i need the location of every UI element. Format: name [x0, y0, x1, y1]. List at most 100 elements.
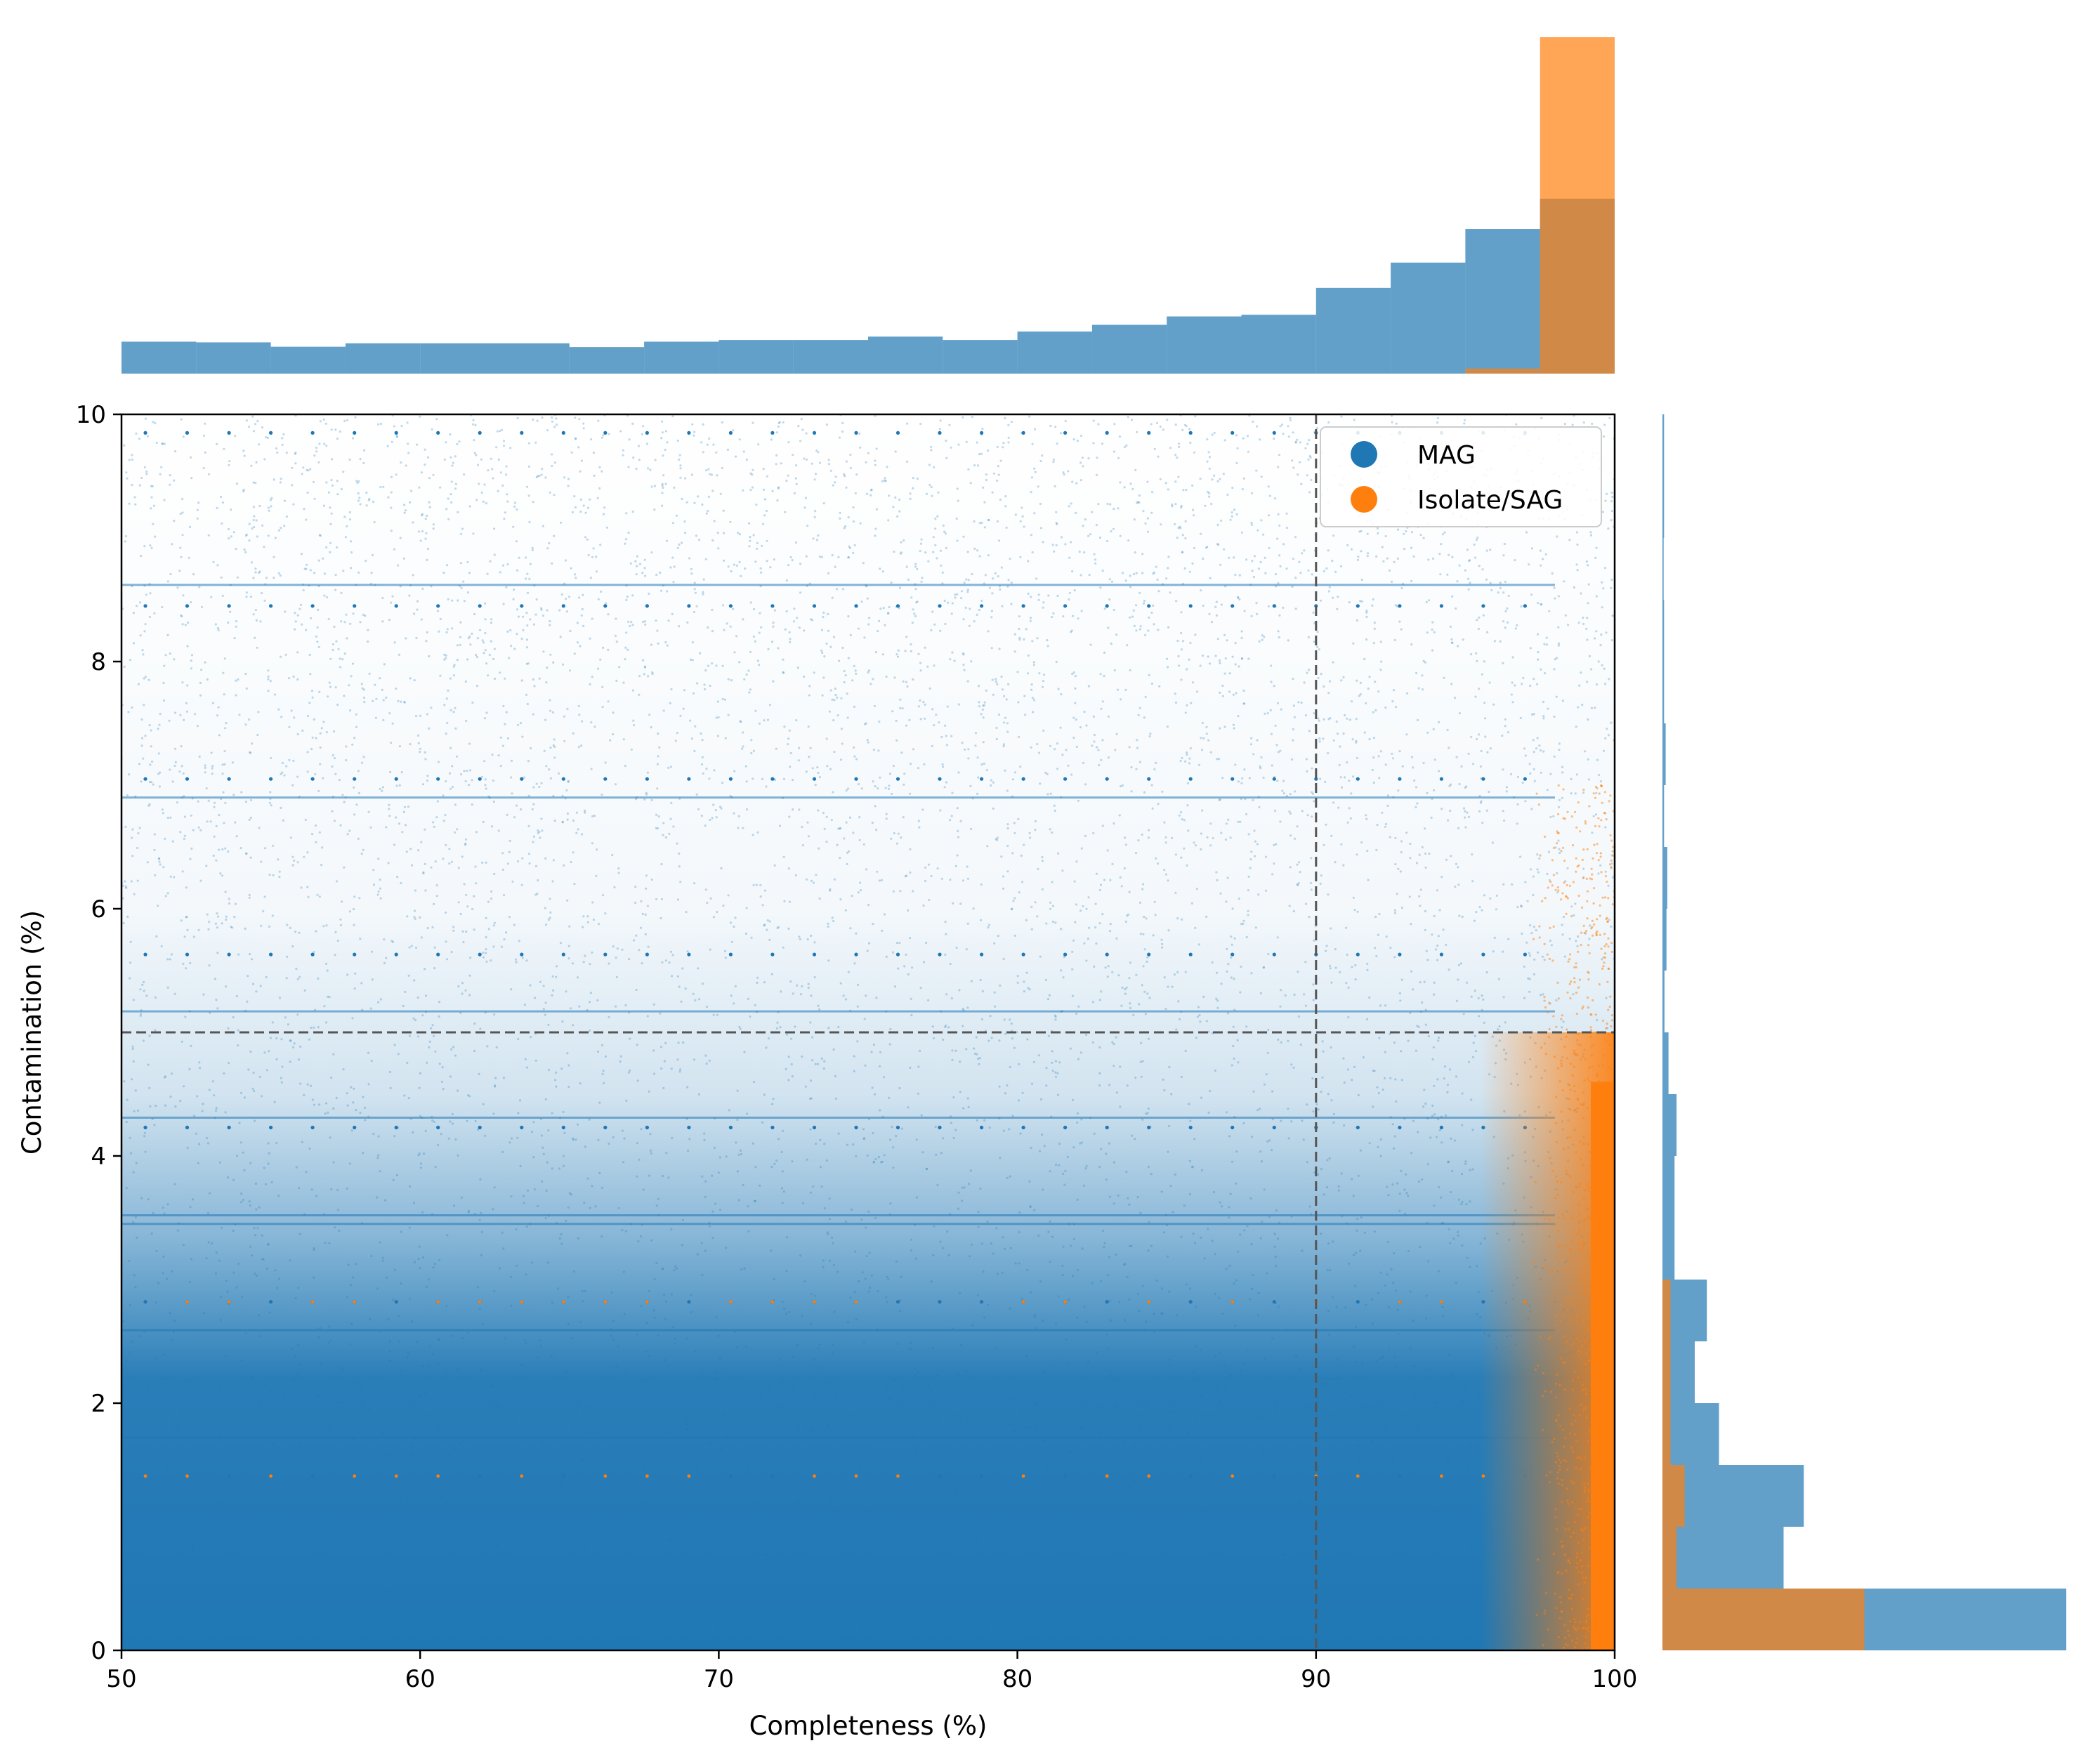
- mag-point: [259, 985, 262, 987]
- mag-point: [179, 546, 182, 549]
- mag-point: [1094, 558, 1097, 561]
- mag-point: [1194, 844, 1197, 847]
- mag-point: [244, 672, 247, 676]
- mag-point: [180, 418, 183, 421]
- mag-point: [275, 1037, 278, 1039]
- mag-point: [1332, 534, 1335, 537]
- mag-point: [1514, 684, 1516, 687]
- mag-point: [966, 922, 969, 925]
- mag-point: [792, 808, 794, 811]
- mag-point: [555, 1085, 558, 1088]
- mag-point: [738, 533, 742, 536]
- mag-point: [333, 820, 336, 822]
- mag-point: [1243, 768, 1246, 771]
- mag-point: [704, 1180, 707, 1183]
- mag-point: [913, 1367, 916, 1370]
- mag-point: [460, 532, 463, 536]
- mag-point: [887, 1278, 890, 1281]
- mag-point: [1103, 675, 1105, 678]
- mag-point: [801, 825, 803, 829]
- mag-point: [827, 463, 830, 466]
- mag-point: [544, 857, 547, 860]
- mag-point: [1280, 1529, 1284, 1532]
- mag-point: [1604, 826, 1607, 829]
- mag-point: [1109, 923, 1112, 926]
- mag-point: [367, 629, 369, 631]
- top-hist-bar-mag: [943, 340, 1018, 374]
- mag-point: [549, 653, 552, 656]
- mag-point: [644, 933, 648, 935]
- mag-point: [684, 1572, 687, 1575]
- mag-point: [475, 685, 479, 688]
- mag-point: [655, 898, 658, 900]
- mag-point: [1138, 1434, 1141, 1438]
- mag-point: [1472, 1495, 1475, 1498]
- mag-point: [1356, 558, 1360, 562]
- mag-point: [822, 502, 825, 505]
- mag-point: [257, 571, 261, 574]
- mag-point: [966, 1584, 969, 1586]
- mag-point: [847, 615, 850, 618]
- mag-point: [900, 541, 903, 544]
- mag-point: [258, 1335, 261, 1338]
- mag-point: [1603, 667, 1606, 670]
- mag-point: [520, 1364, 523, 1367]
- mag-point: [773, 558, 775, 561]
- mag-point: [465, 893, 468, 896]
- mag-point: [690, 1311, 693, 1314]
- mag-point: [1393, 1041, 1396, 1044]
- mag-point: [190, 659, 192, 662]
- mag-point: [457, 901, 460, 904]
- mag-point: [908, 937, 912, 940]
- mag-point: [239, 1091, 243, 1094]
- mag-point: [351, 743, 354, 746]
- mag-point: [1122, 1263, 1126, 1266]
- mag-point: [555, 417, 558, 420]
- mag-point: [449, 787, 452, 790]
- mag-point: [531, 1625, 534, 1629]
- mag-point: [257, 711, 260, 714]
- mag-point: [643, 620, 646, 623]
- mag-point: [424, 448, 426, 451]
- mag-point: [536, 893, 539, 895]
- mag-point: [183, 1379, 186, 1382]
- mag-point: [859, 881, 862, 884]
- mag-point: [825, 841, 828, 843]
- mag-point: [928, 483, 931, 487]
- mag-point: [704, 1054, 707, 1057]
- mag-point: [909, 848, 912, 850]
- mag-point: [393, 843, 396, 846]
- mag-point: [1029, 1425, 1032, 1428]
- mag-point: [892, 506, 895, 508]
- mag-point: [1391, 1183, 1394, 1186]
- mag-point: [1002, 446, 1004, 449]
- mag-point: [578, 1574, 581, 1577]
- mag-point: [1070, 541, 1072, 544]
- mag-point: [938, 428, 941, 430]
- mag-point: [465, 719, 468, 723]
- mag-point: [408, 1402, 411, 1405]
- mag-point: [676, 439, 679, 442]
- mag-point: [1165, 657, 1169, 660]
- mag-point: [1016, 981, 1019, 984]
- mag-point: [936, 1561, 938, 1564]
- mag-point: [466, 658, 469, 661]
- mag-point: [1451, 595, 1454, 598]
- mag-point: [1137, 839, 1140, 842]
- mag-point: [561, 1020, 564, 1023]
- mag-point: [1124, 688, 1127, 692]
- mag-point: [271, 1021, 274, 1024]
- mag-point: [493, 1289, 496, 1292]
- mag-point: [1042, 1370, 1046, 1373]
- mag-point: [1180, 1235, 1183, 1238]
- top-hist-bar-isolate-sag: [1540, 37, 1615, 374]
- mag-point: [1292, 728, 1294, 731]
- mag-point: [766, 539, 768, 542]
- mag-point: [966, 551, 969, 553]
- mag-point: [917, 1092, 919, 1095]
- mag-point: [395, 784, 398, 787]
- mag-point: [738, 438, 741, 441]
- mag-point: [1265, 1073, 1268, 1076]
- mag-point: [1071, 994, 1075, 997]
- mag-point: [969, 1409, 971, 1412]
